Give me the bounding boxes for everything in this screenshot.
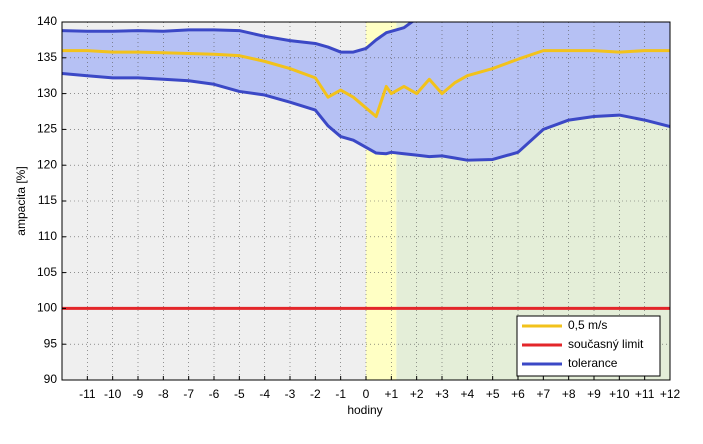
x-tick-label: +12 (660, 387, 681, 401)
x-tick-label: +10 (609, 387, 630, 401)
x-tick-label: +3 (435, 387, 449, 401)
y-tick-label: 105 (37, 265, 57, 279)
x-tick-label: 0 (363, 387, 370, 401)
legend-label: tolerance (568, 356, 618, 370)
x-tick-label: -10 (104, 387, 122, 401)
x-tick-label: +8 (562, 387, 576, 401)
plot-area (62, 22, 670, 380)
x-tick-label: -2 (310, 387, 321, 401)
x-tick-label: +9 (587, 387, 601, 401)
x-tick-label: +5 (486, 387, 500, 401)
y-tick-label: 140 (37, 14, 57, 28)
y-tick-label: 100 (37, 301, 57, 315)
axes: -11 -10 -9 -8 -7 -6 -5 -4 -3 -2 -1 0 +1 +2 +3 +4 +5 +6 +7 +… (37, 14, 681, 401)
x-tick-label: +2 (410, 387, 424, 401)
y-tick-label: 135 (37, 50, 57, 64)
y-tick-label: 95 (44, 336, 58, 350)
x-tick-label: -6 (209, 387, 220, 401)
series-line (62, 72, 670, 162)
y-tick-label: 90 (44, 372, 58, 386)
y-axis-label: ampacita [%] (14, 166, 28, 235)
x-tick-label: -3 (285, 387, 296, 401)
y-tick-label: 110 (38, 229, 57, 243)
x-tick-label: -8 (158, 387, 169, 401)
y-tick-label: 130 (37, 86, 57, 100)
tolerance-band (62, 22, 670, 161)
x-tick-label: +7 (536, 387, 550, 401)
y-tick-label: 120 (37, 157, 57, 171)
series-line (62, 22, 415, 54)
x-tick-label: +11 (635, 387, 655, 401)
x-tick-label: +6 (511, 387, 525, 401)
legend-label: 0,5 m/s (568, 318, 607, 332)
x-axis-label: hodiny (347, 403, 382, 417)
x-tick-label: -11 (79, 387, 96, 401)
x-tick-label: -1 (335, 387, 346, 401)
x-tick-label: -7 (183, 387, 194, 401)
series-line (62, 49, 670, 119)
y-tick-label: 125 (37, 122, 57, 136)
x-tick-label: +4 (460, 387, 474, 401)
y-tick-label: 115 (38, 193, 57, 207)
x-tick-label: -9 (133, 387, 144, 401)
x-tick-label: -4 (259, 387, 270, 401)
x-tick-label: +1 (384, 387, 398, 401)
legend-label: současný limit (568, 337, 644, 351)
x-tick-label: -5 (234, 387, 245, 401)
